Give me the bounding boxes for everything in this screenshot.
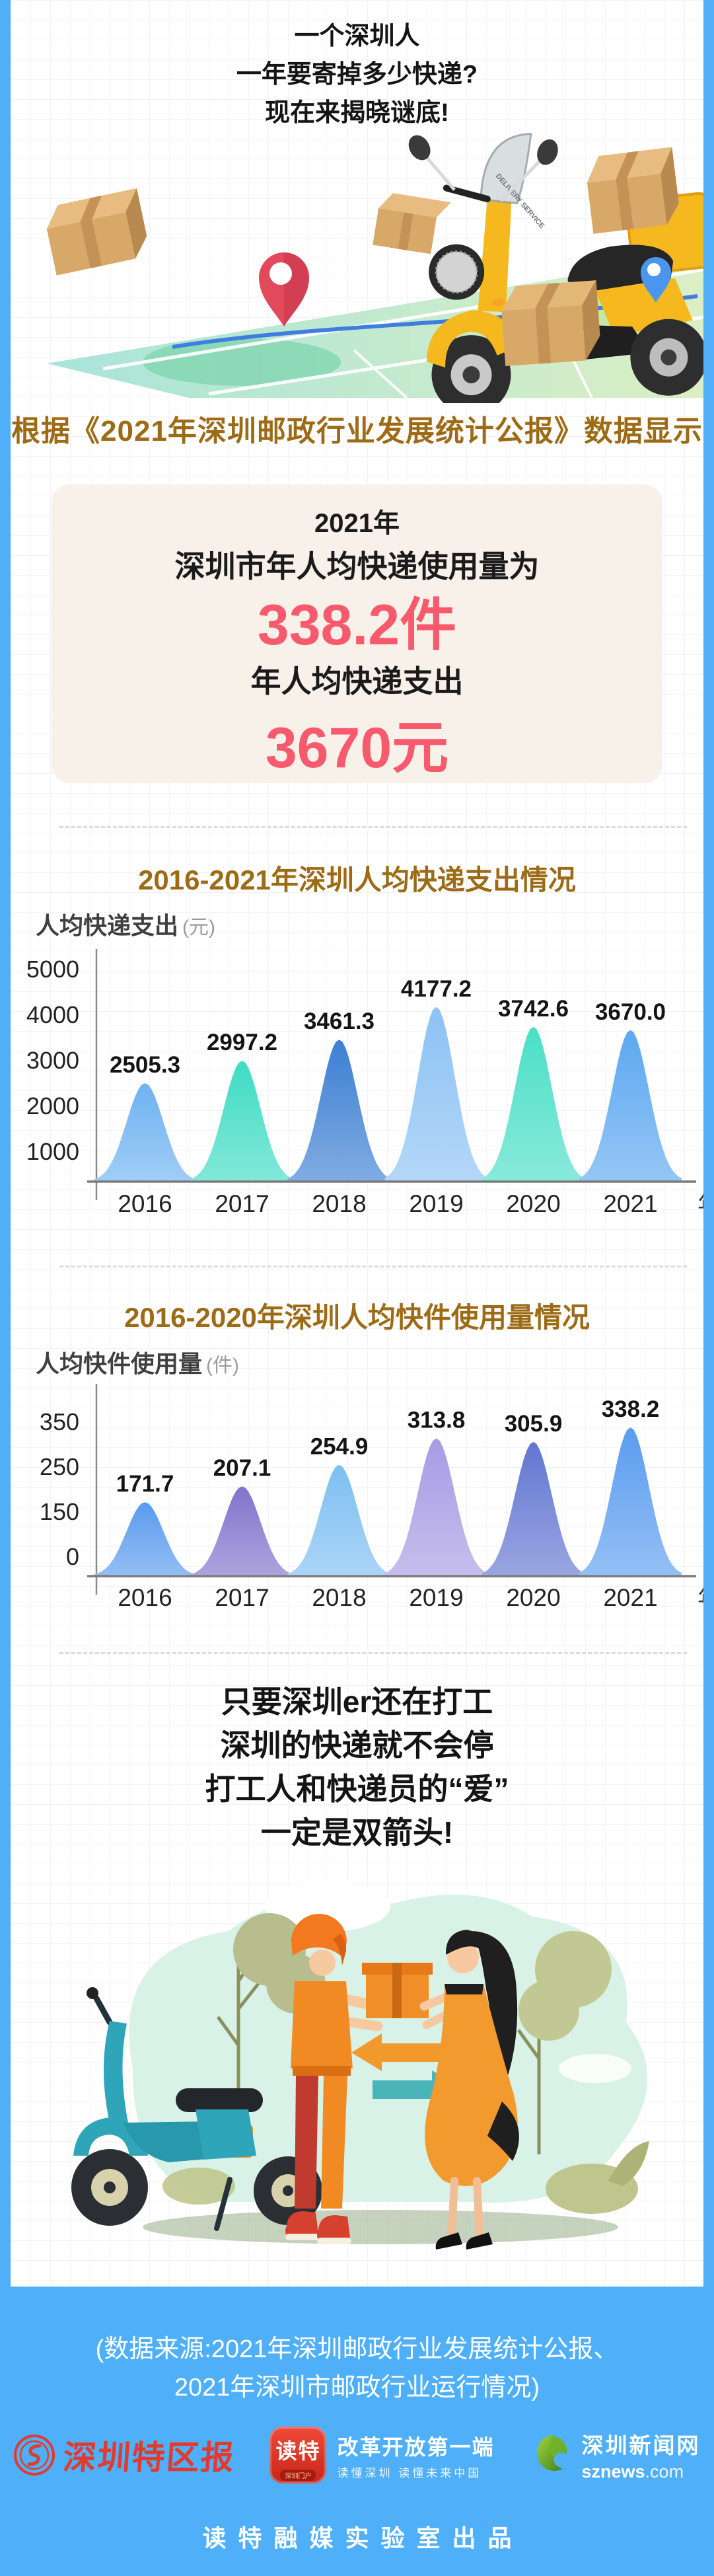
stat-year: 2021年 <box>314 509 400 538</box>
svg-text:171.7: 171.7 <box>116 1471 174 1497</box>
closing-text: 只要深圳er还在打工 深圳的快递就不会停 打工人和快递员的“爱” 一定是双箭头! <box>11 1680 703 1854</box>
closing-line-1: 只要深圳er还在打工 <box>221 1685 493 1719</box>
stat-usage-value: 338.2件 <box>257 593 457 657</box>
svg-text:2021: 2021 <box>603 1584 657 1611</box>
svg-text:3461.3: 3461.3 <box>304 1008 375 1034</box>
svg-text:2018: 2018 <box>312 1584 366 1611</box>
sztqb-logo: 深圳特区报 <box>13 2431 237 2479</box>
dashed-divider <box>59 826 687 828</box>
svg-text:2997.2: 2997.2 <box>207 1030 277 1055</box>
stat-card: 2021年 深圳市年人均快递使用量为 338.2件 年人均快递支出 3670元 <box>52 484 662 783</box>
data-source-banner: 根据《2021年深圳邮政行业发展统计公报》数据显示 <box>11 415 703 447</box>
svg-text:3742.6: 3742.6 <box>498 996 569 1022</box>
woman-figure <box>419 1930 519 2250</box>
svg-text:2017: 2017 <box>215 1584 269 1611</box>
svg-text:2019: 2019 <box>409 1584 463 1611</box>
closing-line-4: 一定是双箭头! <box>260 1815 454 1850</box>
package-handoff-illustration <box>71 1881 649 2250</box>
dute-ribbon: 深圳门户 <box>280 2470 316 2481</box>
source-line-2: 2021年深圳市邮政行业运行情况) <box>174 2374 540 2402</box>
chart1-title: 2016-2021年深圳人均快递支出情况 <box>138 864 576 895</box>
production-credit: 读特融媒实验室出品 <box>202 2524 524 2552</box>
svg-text:2020: 2020 <box>506 1584 560 1611</box>
dute-subtitle: 读懂深圳 读懂未来中国 <box>337 2466 482 2480</box>
package-box-icon <box>587 147 679 234</box>
svg-text:313.8: 313.8 <box>408 1408 466 1433</box>
chart2-title: 2016-2020年深圳人均快件使用量情况 <box>124 1302 590 1333</box>
closing-line-3: 打工人和快递员的“爱” <box>205 1772 509 1806</box>
title-line-2: 一年要寄掉多少快递? <box>236 61 478 89</box>
svg-text:3670.0: 3670.0 <box>595 999 666 1025</box>
sztqb-seal-icon <box>14 2435 55 2476</box>
red-location-pin-icon <box>259 252 309 326</box>
package-box-icon <box>46 188 147 276</box>
dute-logo: 读特 深圳门户 改革开放第一端 读懂深圳 读懂未来中国 <box>269 2427 494 2483</box>
svg-text:1000: 1000 <box>26 1138 79 1165</box>
svg-text:5000: 5000 <box>26 956 79 983</box>
bush-icon <box>162 2141 649 2214</box>
svg-text:350: 350 <box>40 1408 79 1435</box>
svg-text:3000: 3000 <box>26 1047 79 1074</box>
sznews-name: 深圳新闻网 <box>581 2433 701 2458</box>
sznews-leaf-icon <box>536 2435 567 2471</box>
stat-expense-label: 年人均快递支出 <box>250 664 464 699</box>
svg-text:2019: 2019 <box>409 1190 463 1217</box>
page-title: 一个深圳人 一年要寄掉多少快递? 现在来揭晓谜底! <box>11 17 703 132</box>
usage-peak-chart: 0 150 250 350 171.7 2016 207.1 2017 254.9 2018 313… <box>40 1384 703 1611</box>
svg-text:2020: 2020 <box>506 1190 560 1217</box>
closing-line-2: 深圳的快递就不会停 <box>220 1728 494 1762</box>
svg-text:2021: 2021 <box>603 1190 657 1217</box>
courier-figure <box>285 1914 387 2244</box>
svg-text:207.1: 207.1 <box>213 1455 271 1481</box>
sztqb-name: 深圳特区报 <box>62 2439 237 2476</box>
svg-text:2016: 2016 <box>118 1584 172 1611</box>
title-line-1: 一个深圳人 <box>294 22 420 50</box>
svg-text:0: 0 <box>66 1543 79 1570</box>
svg-text:2018: 2018 <box>312 1190 366 1217</box>
dashed-divider <box>59 1266 687 1268</box>
publisher-logos: 深圳特区报 读特 深圳门户 改革开放第一端 读懂深圳 读懂未来中国 <box>0 2427 714 2483</box>
sznews-domain: sznews.com <box>581 2462 684 2481</box>
sznews-logo: 深圳新闻网 sznews.com <box>529 2428 701 2482</box>
chart1-unit: (元) <box>182 917 215 938</box>
stat-expense-value: 3670元 <box>265 716 449 780</box>
orange-package-icon <box>362 1963 433 2018</box>
title-line-3: 现在来揭晓谜底! <box>265 99 449 127</box>
footer: (数据来源:2021年深圳邮政行业发展统计公报、 2021年深圳市邮政行业运行情… <box>0 2287 714 2576</box>
svg-text:年份: 年份 <box>697 1584 703 1611</box>
svg-text:305.9: 305.9 <box>505 1411 563 1437</box>
stat-usage-label: 深圳市年人均快递使用量为 <box>174 549 540 584</box>
svg-text:年份: 年份 <box>697 1190 703 1217</box>
dute-slogan: 改革开放第一端 <box>337 2435 495 2459</box>
svg-text:254.9: 254.9 <box>310 1434 369 1460</box>
svg-text:2016: 2016 <box>118 1190 172 1217</box>
chart2-ylabel: 人均快件使用量 (件) <box>36 1350 239 1377</box>
ground-shadow <box>143 2210 618 2244</box>
package-box-icon <box>373 193 451 254</box>
content-panel: 一个深圳人 一年要寄掉多少快递? 现在来揭晓谜底! <box>11 0 703 2287</box>
svg-text:4000: 4000 <box>26 1001 79 1028</box>
svg-text:4177.2: 4177.2 <box>401 976 472 1002</box>
chart2-unit: (件) <box>206 1355 239 1377</box>
svg-text:2000: 2000 <box>26 1092 79 1119</box>
source-line-1: (数据来源:2021年深圳邮政行业发展统计公报、 <box>95 2335 619 2363</box>
dashed-divider <box>59 1652 687 1654</box>
package-box-icon <box>501 280 600 367</box>
svg-text:150: 150 <box>40 1498 79 1525</box>
source-note: (数据来源:2021年深圳邮政行业发展统计公报、 2021年深圳市邮政行业运行情… <box>0 2330 714 2407</box>
delivery-scooter-illustration: DELIVERY SERVICE <box>46 133 703 403</box>
expense-peak-chart: 1000 2000 3000 4000 5000 2505.3 2016 2997.2 2017… <box>26 949 703 1217</box>
svg-text:250: 250 <box>40 1453 79 1480</box>
svg-text:2017: 2017 <box>215 1190 269 1217</box>
dute-app-icon: 读特 深圳门户 <box>269 2427 327 2483</box>
svg-text:2505.3: 2505.3 <box>110 1052 180 1078</box>
svg-text:338.2: 338.2 <box>602 1396 660 1422</box>
chart1-ylabel: 人均快递支出 (元) <box>36 912 215 939</box>
blue-location-pin-icon <box>641 257 671 303</box>
